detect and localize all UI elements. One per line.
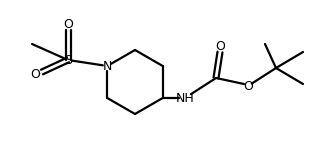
Text: O: O bbox=[30, 68, 40, 80]
Text: S: S bbox=[64, 54, 72, 67]
Text: O: O bbox=[243, 79, 253, 92]
Text: O: O bbox=[63, 18, 73, 32]
Text: NH: NH bbox=[176, 91, 194, 105]
Text: N: N bbox=[103, 59, 112, 72]
Text: O: O bbox=[215, 40, 225, 54]
